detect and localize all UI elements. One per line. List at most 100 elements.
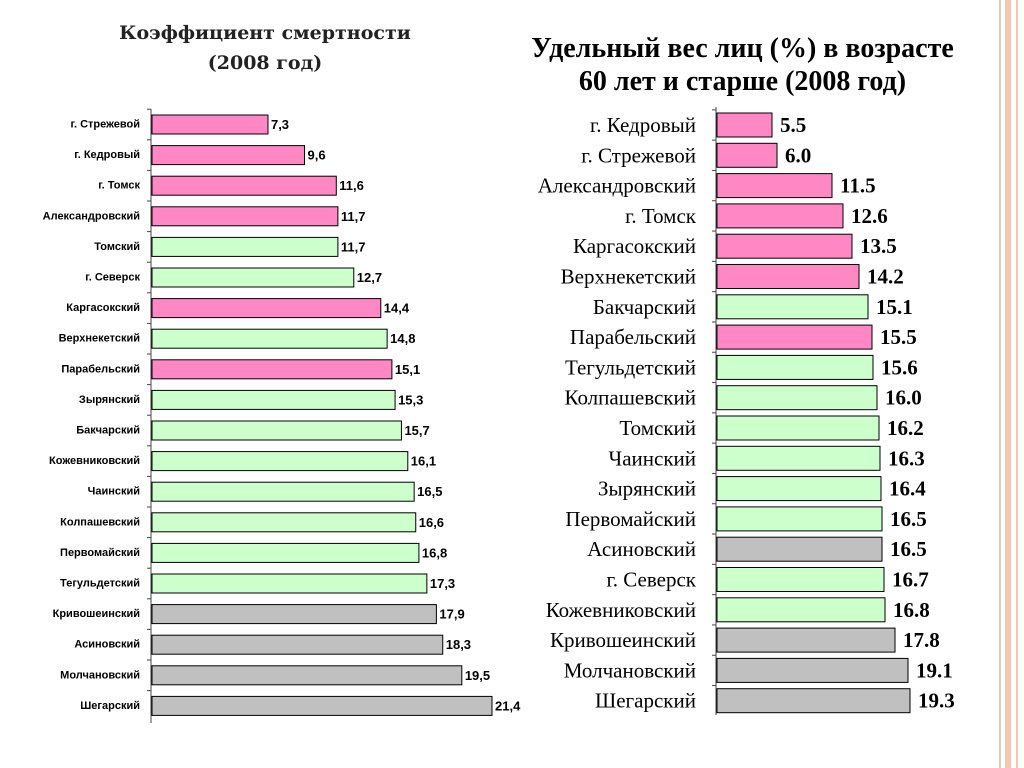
elderly-share-category-label: Молчановский	[564, 658, 696, 682]
elderly-share-bar	[716, 173, 833, 199]
mortality-category-label: Каргасокский	[66, 302, 140, 314]
elderly-share-category-label: Тегульдетский	[565, 355, 696, 379]
mortality-category-label: г. Северск	[85, 272, 140, 284]
elderly-share-value-label: 16.2	[887, 416, 924, 440]
elderly-share-bar	[716, 264, 860, 289]
elderly-share-bar	[716, 203, 844, 229]
mortality-bar	[151, 267, 355, 288]
mortality-value-label: 14,4	[384, 301, 410, 316]
elderly-share-bar	[716, 112, 773, 138]
mortality-bar	[151, 389, 396, 410]
mortality-chart-title: Коэффициент смертности	[119, 22, 411, 44]
elderly-share-value-label: 15.6	[881, 355, 918, 379]
mortality-bar	[151, 634, 444, 655]
mortality-bar	[151, 145, 306, 166]
mortality-bar	[151, 604, 437, 625]
elderly-share-value-label: 19.1	[916, 658, 953, 682]
mortality-category-label: Кривошеинский	[53, 608, 140, 620]
elderly-share-value-label: 11.5	[840, 174, 876, 198]
mortality-chart-subtitle: (2008 год)	[207, 52, 323, 74]
elderly-share-category-label: г. Северск	[607, 568, 697, 592]
elderly-share-category-label: Чаинский	[609, 446, 696, 470]
mortality-value-label: 11,6	[339, 178, 364, 193]
mortality-value-label: 18,3	[446, 637, 471, 652]
mortality-category-label: Колпашевский	[60, 516, 140, 528]
elderly-share-value-label: 15.5	[880, 325, 917, 349]
mortality-value-label: 16,1	[411, 454, 436, 469]
elderly-share-bar	[716, 567, 885, 592]
elderly-share-value-label: 16.5	[890, 537, 927, 561]
elderly-share-bar	[716, 506, 883, 532]
elderly-share-bar	[716, 627, 896, 653]
mortality-value-label: 21,4	[495, 698, 521, 713]
mortality-category-label: Бакчарский	[76, 425, 140, 437]
elderly-share-bar	[716, 657, 909, 683]
mortality-bar	[151, 114, 269, 135]
mortality-bar	[151, 236, 339, 257]
elderly-share-category-label: Бакчарский	[593, 295, 696, 319]
elderly-share-value-label: 16.7	[892, 568, 929, 592]
mortality-value-label: 15,7	[404, 423, 429, 438]
mortality-bar	[151, 206, 339, 227]
elderly-share-value-label: 5.5	[780, 113, 806, 137]
elderly-share-bar	[716, 688, 911, 714]
elderly-share-value-label: 12.6	[851, 204, 888, 228]
mortality-category-label: Тегульдетский	[60, 578, 140, 590]
mortality-category-label: Первомайский	[60, 547, 140, 559]
elderly-share-value-label: 16.3	[888, 446, 925, 470]
mortality-value-label: 7,3	[271, 117, 289, 132]
elderly-share-value-label: 16.8	[893, 598, 930, 622]
mortality-category-label: Томский	[94, 241, 140, 253]
elderly-share-bar	[716, 294, 869, 320]
elderly-share-bar	[716, 354, 874, 380]
elderly-share-category-label: Томский	[619, 416, 696, 440]
elderly-share-chart-title: Удельный вес лиц (%) в возрасте	[531, 33, 954, 64]
elderly-share-bar	[716, 324, 873, 350]
mortality-value-label: 17,9	[439, 607, 464, 622]
elderly-share-category-label: Каргасокский	[573, 234, 696, 258]
mortality-bar	[151, 451, 409, 472]
elderly-share-category-label: г. Томск	[625, 204, 697, 228]
mortality-category-label: Шегарский	[80, 700, 140, 712]
mortality-value-label: 17,3	[430, 576, 455, 591]
elderly-share-value-label: 6.0	[785, 143, 811, 167]
mortality-value-label: 9,6	[308, 148, 326, 163]
elderly-share-value-label: 16.5	[890, 507, 927, 531]
elderly-share-category-label: Колпашевский	[564, 386, 696, 410]
elderly-share-bar	[716, 415, 880, 441]
mortality-category-label: Верхнекетский	[59, 333, 140, 345]
elderly-share-category-label: Кривошеинский	[550, 628, 696, 652]
mortality-bar	[151, 512, 417, 533]
mortality-value-label: 11,7	[341, 209, 366, 224]
elderly-share-category-label: Александровский	[538, 174, 696, 198]
elderly-share-bar	[716, 385, 878, 411]
mortality-value-label: 12,7	[357, 270, 382, 285]
mortality-category-label: Зырянский	[79, 394, 140, 406]
elderly-share-value-label: 13.5	[860, 234, 897, 258]
mortality-value-label: 14,8	[390, 331, 415, 346]
elderly-share-category-label: г. Кедровый	[590, 113, 696, 137]
elderly-share-category-label: Кожевниковский	[546, 598, 696, 622]
mortality-bar	[151, 298, 382, 319]
elderly-share-bar	[716, 233, 853, 259]
elderly-share-category-label: Парабельский	[570, 325, 696, 349]
elderly-share-bar	[716, 597, 886, 623]
mortality-category-label: Чаинский	[88, 486, 140, 498]
mortality-bar	[151, 481, 415, 502]
elderly-share-category-label: Асиновский	[587, 537, 696, 561]
elderly-share-value-label: 17.8	[903, 628, 940, 652]
elderly-share-bar	[716, 476, 882, 502]
mortality-category-label: Асиновский	[74, 639, 140, 651]
elderly-share-chart-title-block: Удельный вес лиц (%) в возрасте 60 лет и…	[480, 32, 1005, 98]
mortality-value-label: 19,5	[465, 668, 490, 683]
elderly-share-value-label: 14.2	[867, 265, 904, 289]
elderly-share-category-label: Зырянский	[598, 477, 696, 501]
mortality-category-label: г. Томск	[98, 180, 140, 192]
mortality-bar	[151, 175, 337, 196]
mortality-bar	[151, 420, 402, 441]
elderly-share-bar	[716, 445, 881, 471]
elderly-share-value-label: 15.1	[876, 295, 913, 319]
